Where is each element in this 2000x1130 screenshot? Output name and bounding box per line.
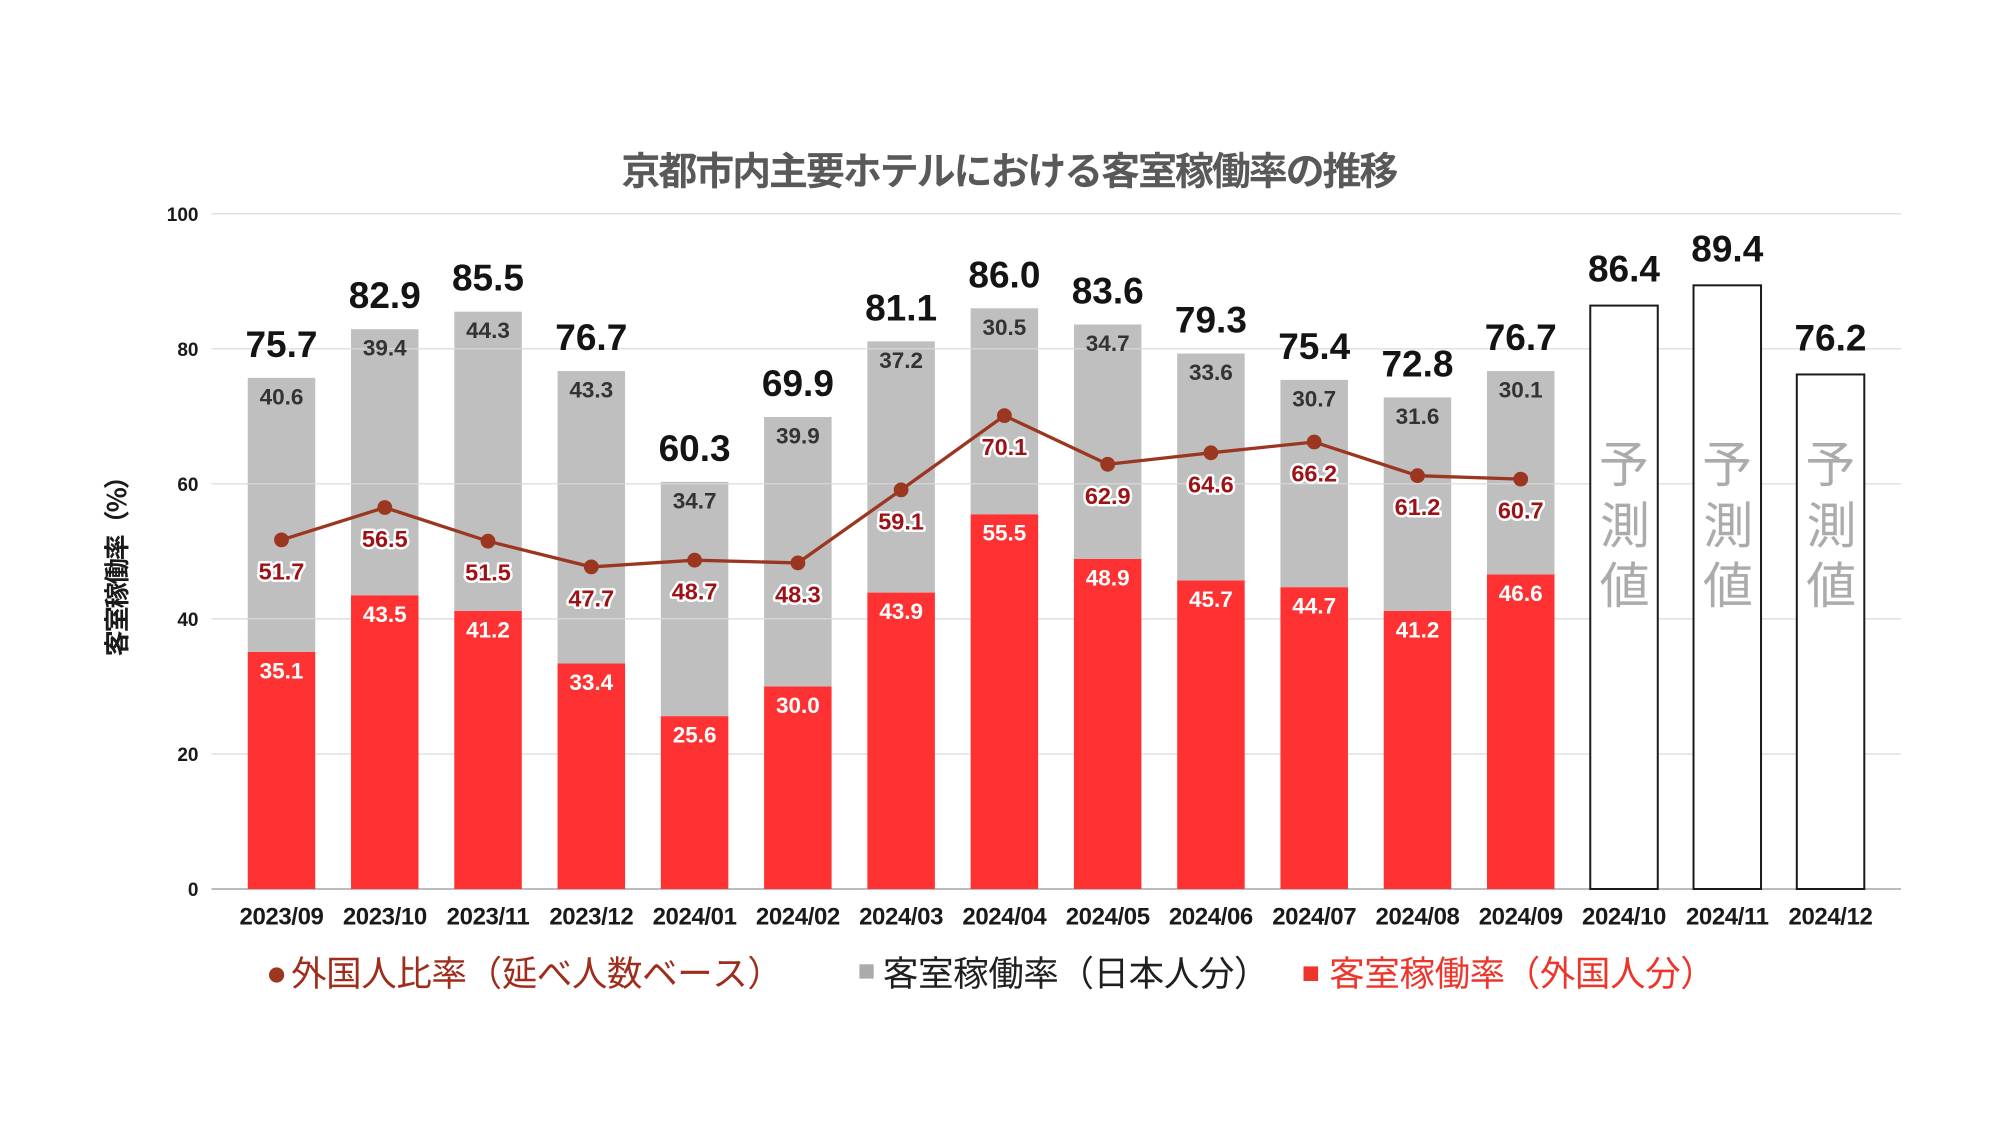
- svg-text:2024/09: 2024/09: [1479, 904, 1563, 931]
- svg-text:82.9: 82.9: [349, 275, 421, 316]
- svg-text:44.3: 44.3: [466, 318, 510, 343]
- svg-text:2023/11: 2023/11: [447, 904, 530, 931]
- svg-text:2024/04: 2024/04: [962, 904, 1047, 931]
- svg-text:76.2: 76.2: [1794, 318, 1866, 359]
- svg-text:79.3: 79.3: [1175, 300, 1247, 341]
- svg-text:44.7: 44.7: [1292, 594, 1336, 619]
- svg-text:30.5: 30.5: [983, 315, 1027, 340]
- svg-text:30.7: 30.7: [1292, 386, 1336, 411]
- svg-text:60: 60: [177, 475, 198, 496]
- svg-text:62.9: 62.9: [1085, 483, 1131, 509]
- svg-text:86.4: 86.4: [1588, 249, 1660, 290]
- svg-text:41.2: 41.2: [1396, 617, 1440, 642]
- svg-text:2023/12: 2023/12: [549, 904, 633, 931]
- svg-text:60.3: 60.3: [659, 428, 731, 469]
- svg-text:2024/03: 2024/03: [859, 904, 943, 931]
- svg-text:30.1: 30.1: [1499, 378, 1543, 403]
- svg-text:51.5: 51.5: [465, 560, 511, 586]
- svg-text:2024/10: 2024/10: [1582, 904, 1666, 931]
- svg-text:56.5: 56.5: [362, 526, 408, 552]
- svg-text:81.1: 81.1: [865, 287, 937, 328]
- svg-text:46.6: 46.6: [1499, 581, 1543, 606]
- svg-text:43.9: 43.9: [879, 599, 923, 624]
- svg-text:47.7: 47.7: [568, 585, 614, 611]
- svg-text:69.9: 69.9: [762, 363, 834, 404]
- svg-text:75.7: 75.7: [245, 324, 317, 365]
- svg-text:2024/08: 2024/08: [1376, 904, 1460, 931]
- svg-text:75.4: 75.4: [1278, 326, 1350, 367]
- svg-text:2024/06: 2024/06: [1169, 904, 1253, 931]
- svg-text:34.7: 34.7: [673, 488, 717, 513]
- svg-text:59.1: 59.1: [878, 508, 924, 534]
- svg-text:48.9: 48.9: [1086, 565, 1130, 590]
- svg-text:31.6: 31.6: [1396, 404, 1440, 429]
- svg-text:20: 20: [177, 745, 198, 766]
- svg-text:70.1: 70.1: [982, 434, 1028, 460]
- svg-text:39.4: 39.4: [363, 336, 407, 361]
- svg-text:2024/12: 2024/12: [1789, 904, 1873, 931]
- svg-text:83.6: 83.6: [1072, 271, 1144, 312]
- svg-text:30.0: 30.0: [776, 693, 820, 718]
- svg-text:2024/01: 2024/01: [653, 904, 737, 931]
- svg-text:43.5: 43.5: [363, 602, 407, 627]
- svg-text:2024/11: 2024/11: [1686, 904, 1769, 931]
- svg-text:85.5: 85.5: [452, 258, 524, 299]
- svg-text:64.6: 64.6: [1188, 471, 1234, 497]
- svg-text:25.6: 25.6: [673, 723, 717, 748]
- svg-text:33.4: 33.4: [569, 670, 613, 695]
- svg-text:66.2: 66.2: [1291, 461, 1337, 487]
- svg-text:89.4: 89.4: [1691, 228, 1763, 269]
- svg-text:61.2: 61.2: [1395, 494, 1441, 520]
- svg-text:2024/05: 2024/05: [1066, 904, 1150, 931]
- svg-text:33.6: 33.6: [1189, 360, 1233, 385]
- svg-text:35.1: 35.1: [260, 659, 304, 684]
- svg-text:76.7: 76.7: [1485, 317, 1557, 358]
- svg-text:48.7: 48.7: [672, 579, 718, 605]
- svg-text:60.7: 60.7: [1498, 498, 1544, 524]
- svg-text:2024/02: 2024/02: [756, 904, 840, 931]
- svg-text:41.2: 41.2: [466, 617, 510, 642]
- svg-text:2024/07: 2024/07: [1272, 904, 1356, 931]
- svg-text:51.7: 51.7: [259, 558, 305, 584]
- svg-text:0: 0: [188, 880, 199, 901]
- svg-text:40.6: 40.6: [260, 384, 304, 409]
- svg-text:55.5: 55.5: [983, 521, 1027, 546]
- svg-text:72.8: 72.8: [1381, 343, 1453, 384]
- svg-text:80: 80: [177, 340, 198, 361]
- svg-text:40: 40: [177, 610, 198, 631]
- svg-text:100: 100: [167, 205, 199, 226]
- svg-text:86.0: 86.0: [968, 254, 1040, 295]
- svg-text:2023/10: 2023/10: [343, 904, 427, 931]
- svg-text:76.7: 76.7: [555, 317, 627, 358]
- svg-text:39.9: 39.9: [776, 424, 820, 449]
- svg-text:37.2: 37.2: [879, 348, 923, 373]
- svg-text:45.7: 45.7: [1189, 587, 1233, 612]
- svg-text:43.3: 43.3: [569, 378, 613, 403]
- svg-text:34.7: 34.7: [1086, 331, 1130, 356]
- svg-text:2023/09: 2023/09: [240, 904, 324, 931]
- svg-text:48.3: 48.3: [775, 581, 821, 607]
